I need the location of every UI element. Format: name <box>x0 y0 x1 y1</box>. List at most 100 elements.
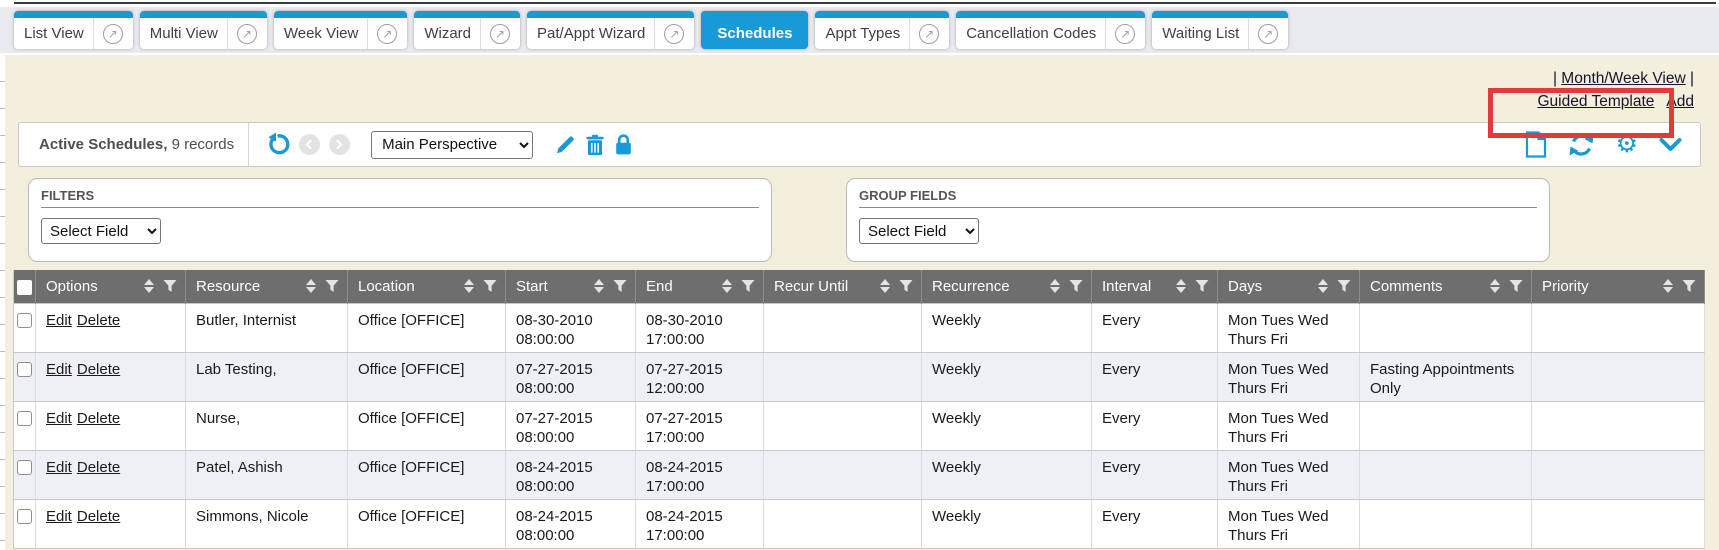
tab-list-view[interactable]: List View ↗ <box>14 11 133 49</box>
sort-icon[interactable] <box>1490 279 1500 294</box>
tab-waiting-list[interactable]: Waiting List ↗ <box>1152 11 1289 49</box>
filter-funnel-icon[interactable] <box>899 279 913 293</box>
schedules-table: Options Resource Location Start End Recu… <box>13 270 1705 549</box>
row-checkbox[interactable] <box>17 361 32 377</box>
undo-icon[interactable] <box>265 132 290 157</box>
header-select-all <box>13 270 36 303</box>
cell-recurrence: Weekly <box>921 351 1092 402</box>
row-checkbox[interactable] <box>17 312 32 328</box>
filter-funnel-icon[interactable] <box>325 279 339 293</box>
select-all-checkbox[interactable] <box>17 279 32 295</box>
column-header-resource[interactable]: Resource <box>185 270 348 303</box>
column-header-days[interactable]: Days <box>1217 270 1360 303</box>
cell-days: Mon Tues Wed Thurs Fri <box>1217 400 1360 451</box>
pipe-divider: | <box>1552 70 1557 87</box>
external-link-icon[interactable]: ↗ <box>664 23 685 44</box>
next-perspective-icon[interactable] <box>329 134 351 155</box>
tab-appt-types[interactable]: Appt Types ↗ <box>815 11 950 49</box>
filter-funnel-icon[interactable] <box>1337 279 1351 293</box>
lock-icon[interactable] <box>614 133 633 156</box>
row-checkbox[interactable] <box>17 508 32 524</box>
edit-perspective-pencil-icon[interactable] <box>554 134 576 156</box>
filters-field-select[interactable]: Select Field <box>41 218 161 244</box>
filter-funnel-icon[interactable] <box>483 279 497 293</box>
row-checkbox[interactable] <box>17 410 32 426</box>
cell-recur-until <box>763 449 922 500</box>
cell-options: Edit Delete <box>35 449 186 500</box>
refresh-icon[interactable] <box>1568 132 1595 158</box>
group-fields-field-select[interactable]: Select Field <box>859 218 979 244</box>
tab-bar: List View ↗ Multi View ↗ Week View ↗ Wiz… <box>0 7 1719 53</box>
sort-icon[interactable] <box>880 279 890 294</box>
tab-multi-view[interactable]: Multi View ↗ <box>139 11 267 49</box>
column-header-recur-until[interactable]: Recur Until <box>763 270 922 303</box>
sort-icon[interactable] <box>722 279 732 294</box>
group-fields-panel: GROUP FIELDS Select Field <box>846 178 1550 262</box>
new-document-icon[interactable] <box>1525 131 1547 158</box>
sort-icon[interactable] <box>1663 279 1673 294</box>
cell-interval: Every <box>1091 302 1218 353</box>
sort-icon[interactable] <box>1176 279 1186 294</box>
guided-template-link[interactable]: Guided Template <box>1537 93 1655 110</box>
filter-funnel-icon[interactable] <box>163 279 177 293</box>
sort-icon[interactable] <box>1318 279 1328 294</box>
filter-funnel-icon[interactable] <box>613 279 627 293</box>
column-header-end[interactable]: End <box>635 270 764 303</box>
external-link-icon[interactable]: ↗ <box>1258 23 1279 44</box>
filter-funnel-icon[interactable] <box>1682 279 1696 293</box>
sort-icon[interactable] <box>306 279 316 294</box>
delete-link[interactable]: Delete <box>76 311 121 329</box>
row-checkbox[interactable] <box>17 459 32 475</box>
tab-label: List View <box>24 25 84 42</box>
external-link-icon[interactable]: ↗ <box>1115 23 1136 44</box>
external-link-icon[interactable]: ↗ <box>490 23 511 44</box>
delete-link[interactable]: Delete <box>76 360 121 378</box>
tab-cancellation-codes[interactable]: Cancellation Codes ↗ <box>956 11 1146 49</box>
external-link-icon[interactable]: ↗ <box>377 23 398 44</box>
cell-resource: Simmons, Nicole <box>185 498 348 549</box>
column-header-options[interactable]: Options <box>35 270 186 303</box>
filter-funnel-icon[interactable] <box>1509 279 1523 293</box>
grid-toolbar: Active Schedules, 9 records Main Perspec… <box>18 122 1701 167</box>
tab-pat-appt-wizard[interactable]: Pat/Appt Wizard ↗ <box>527 11 695 49</box>
sort-icon[interactable] <box>464 279 474 294</box>
edit-link[interactable]: Edit <box>46 458 72 476</box>
cell-priority <box>1531 302 1705 353</box>
edit-link[interactable]: Edit <box>46 409 72 427</box>
month-week-view-link[interactable]: Month/Week View <box>1561 70 1686 87</box>
sort-icon[interactable] <box>594 279 604 294</box>
column-header-recurrence[interactable]: Recurrence <box>921 270 1092 303</box>
external-link-icon[interactable]: ↗ <box>919 23 940 44</box>
filter-funnel-icon[interactable] <box>1195 279 1209 293</box>
external-link-icon[interactable]: ↗ <box>236 23 257 44</box>
perspective-select[interactable]: Main Perspective <box>371 130 534 159</box>
external-link-icon[interactable]: ↗ <box>102 23 123 44</box>
filter-funnel-icon[interactable] <box>1069 279 1083 293</box>
delete-perspective-trash-icon[interactable] <box>585 134 605 156</box>
column-header-comments[interactable]: Comments <box>1359 270 1532 303</box>
column-header-start[interactable]: Start <box>505 270 636 303</box>
column-header-interval[interactable]: Interval <box>1091 270 1218 303</box>
delete-link[interactable]: Delete <box>76 409 121 427</box>
tab-week-view[interactable]: Week View ↗ <box>273 11 408 49</box>
sort-icon[interactable] <box>144 279 154 294</box>
edit-link[interactable]: Edit <box>46 507 72 525</box>
sort-icon[interactable] <box>1050 279 1060 294</box>
column-header-priority[interactable]: Priority <box>1531 270 1705 303</box>
filter-funnel-icon[interactable] <box>741 279 755 293</box>
add-link[interactable]: Add <box>1666 93 1694 110</box>
previous-perspective-icon[interactable] <box>299 134 321 155</box>
delete-link[interactable]: Delete <box>76 507 121 525</box>
cell-end: 08-30-2010 17:00:00 <box>635 302 764 353</box>
cell-end: 07-27-2015 17:00:00 <box>635 400 764 451</box>
chevron-down-icon[interactable] <box>1659 137 1682 152</box>
edit-link[interactable]: Edit <box>46 311 72 329</box>
column-header-location[interactable]: Location <box>347 270 506 303</box>
edit-link[interactable]: Edit <box>46 360 72 378</box>
cell-priority <box>1531 400 1705 451</box>
tab-wizard[interactable]: Wizard ↗ <box>414 11 521 49</box>
cell-comments <box>1359 449 1532 500</box>
gear-icon[interactable]: ⚙ <box>1615 130 1638 158</box>
tab-schedules-active[interactable]: Schedules <box>701 11 809 49</box>
delete-link[interactable]: Delete <box>76 458 121 476</box>
